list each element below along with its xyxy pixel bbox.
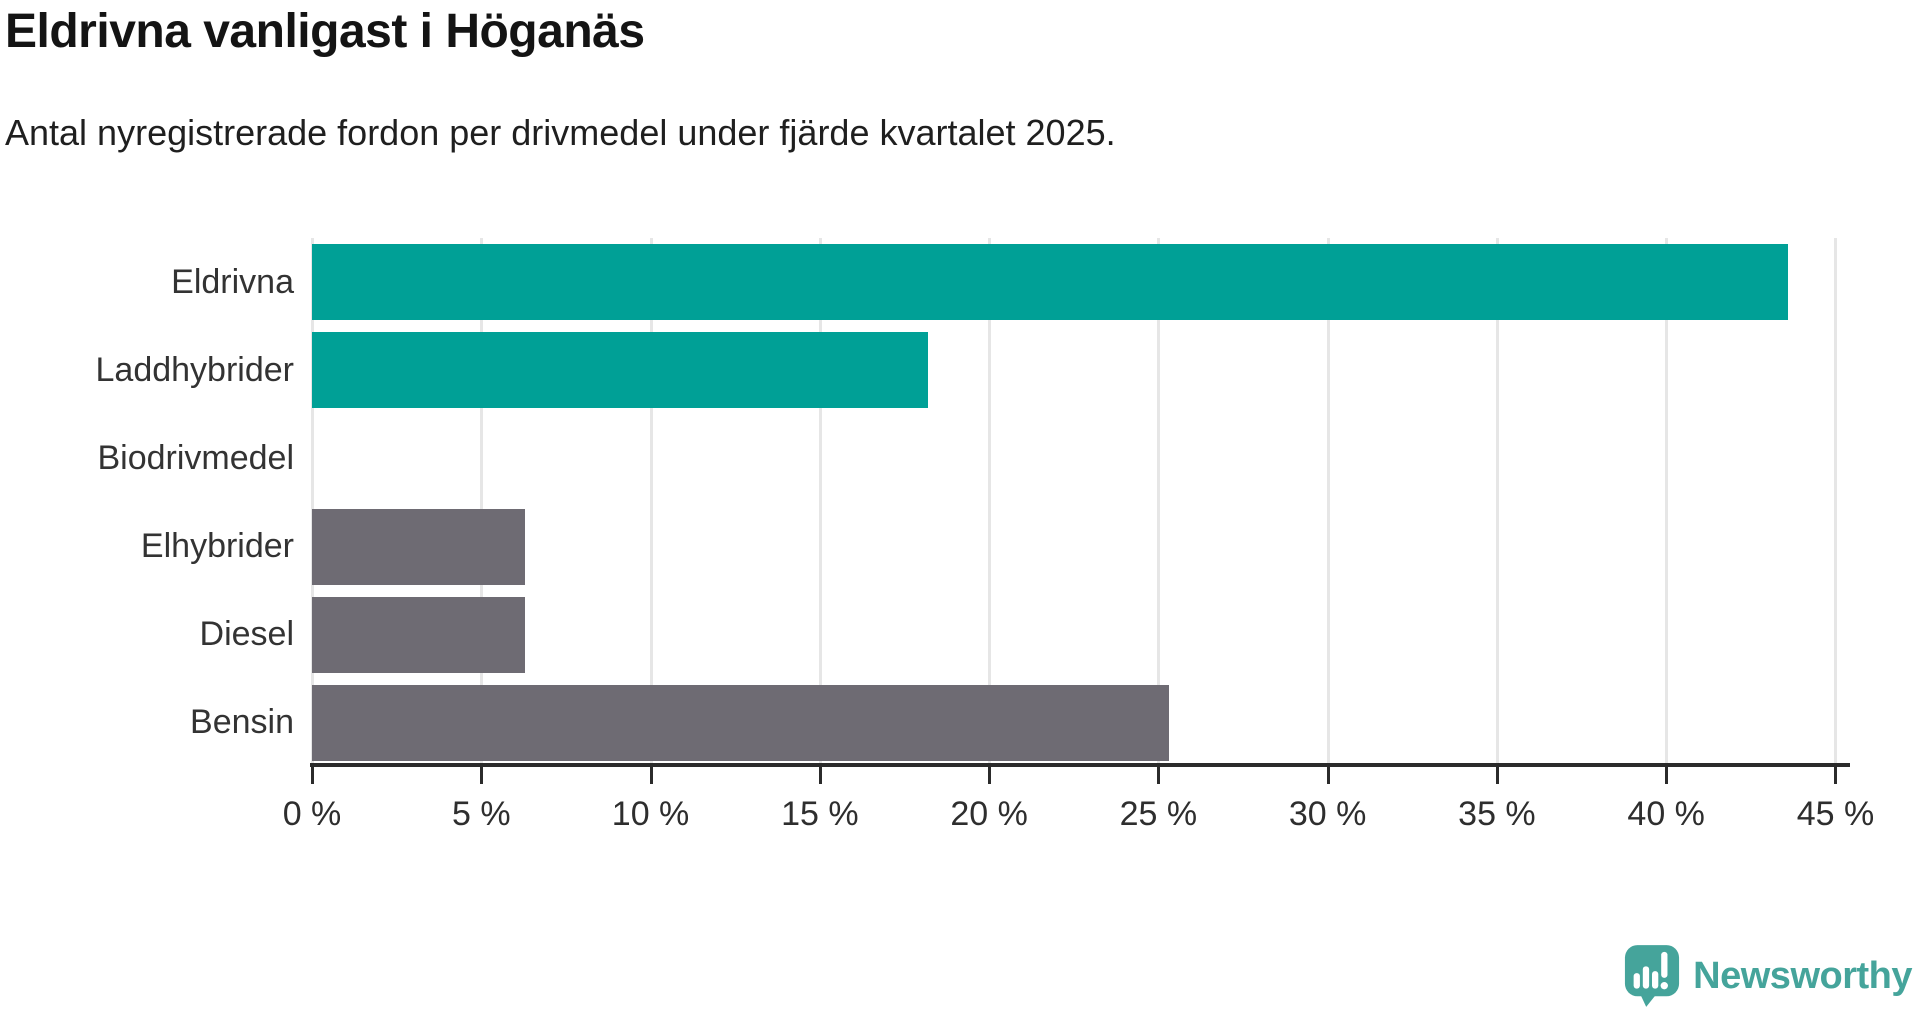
gridline (311, 238, 314, 767)
bar-eldrivna (312, 244, 1789, 321)
gridline (1665, 238, 1669, 767)
newsworthy-logo-icon (1625, 945, 1680, 1007)
x-axis-tick-label: 0 % (282, 795, 342, 833)
x-axis-tick-label: 15 % (781, 795, 859, 833)
bar-row (312, 591, 1849, 679)
gridline (818, 238, 822, 767)
page-title: Eldrivna vanligast i Höganäs (5, 5, 645, 58)
newsworthy-logo-text: Newsworthy (1693, 954, 1912, 997)
x-axis-tick (1834, 767, 1838, 784)
x-axis-tick (1157, 767, 1161, 784)
category-label: Bensin (190, 703, 294, 742)
x-axis-tick-label: 20 % (950, 795, 1028, 833)
gridline (1157, 238, 1161, 767)
bar-row (312, 679, 1849, 767)
x-axis-tick (1665, 767, 1669, 784)
x-axis-tick-label: 30 % (1288, 795, 1367, 833)
x-axis-tick (1495, 767, 1499, 784)
x-axis-line (310, 763, 1850, 767)
page-subtitle: Antal nyregistrerade fordon per drivmede… (5, 112, 1116, 153)
plot-area (311, 238, 1849, 767)
x-axis-ticks: 0 % 5 % 10 % 15 % 20 % 25 % 30 % 35 % 40 % 45 % (283, 767, 1874, 837)
x-axis-tick-label: 10 % (611, 795, 690, 833)
x-axis-tick (1326, 767, 1330, 784)
bar-bensin (312, 684, 1169, 761)
x-axis-tick-label: 45 % (1796, 795, 1875, 833)
category-label: Laddhybrider (95, 350, 294, 389)
x-axis-tick (649, 767, 653, 784)
bar-elhybrider (312, 508, 526, 585)
bar-row (312, 503, 1849, 591)
category-label: Elhybrider (140, 527, 294, 566)
x-axis-tick-label: 5 % (451, 795, 511, 833)
gridline (988, 238, 992, 767)
gridline (1834, 238, 1838, 767)
x-axis-tick (480, 767, 484, 784)
category-label: Eldrivna (171, 262, 294, 301)
gridline (1495, 238, 1499, 767)
category-label: Diesel (199, 615, 294, 654)
bar-laddhybrider (312, 332, 929, 409)
x-axis-tick (311, 767, 314, 784)
bar-row (312, 326, 1849, 414)
x-axis-tick (818, 767, 822, 784)
gridline (480, 238, 484, 767)
x-axis-tick (988, 767, 992, 784)
category-labels: Eldrivna Laddhybrider Biodrivmedel Elhybrid… (0, 238, 294, 767)
bar-row (312, 238, 1849, 326)
x-axis-tick-label: 40 % (1627, 795, 1705, 833)
gridline (1326, 238, 1330, 767)
bar-rows (312, 238, 1849, 767)
x-axis-tick-label: 25 % (1119, 795, 1198, 833)
bar-diesel (312, 596, 526, 673)
category-label: Biodrivmedel (97, 438, 294, 477)
gridline (649, 238, 653, 767)
bar-row (312, 414, 1849, 502)
x-axis-tick-label: 35 % (1458, 795, 1536, 833)
newsworthy-logo: Newsworthy (1623, 944, 1912, 1008)
